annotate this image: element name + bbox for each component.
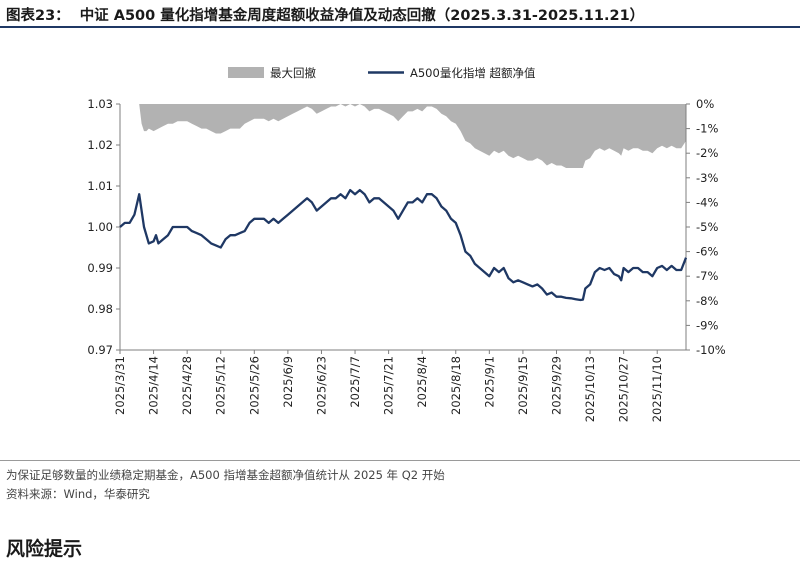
x-tick-label: 2025/4/14	[147, 356, 161, 415]
right-tick-label: -10%	[696, 343, 726, 357]
section-heading: 风险提示	[6, 538, 83, 560]
x-tick-label: 2025/11/10	[650, 356, 664, 422]
left-tick-label: 0.99	[87, 261, 113, 275]
right-tick-label: -5%	[696, 220, 718, 234]
title-rule	[0, 26, 800, 28]
source-note: 资料来源：Wind，华泰研究	[6, 487, 150, 501]
x-tick-label: 2025/3/31	[113, 356, 127, 415]
right-tick-label: -3%	[696, 171, 718, 185]
x-tick-label: 2025/9/1	[482, 356, 496, 408]
figure-label: 图表23：	[6, 8, 70, 24]
drawdown-area	[120, 104, 686, 168]
x-tick-label: 2025/8/18	[449, 356, 463, 415]
right-tick-label: -6%	[696, 245, 718, 259]
right-tick-label: 0%	[696, 97, 714, 111]
left-tick-label: 1.02	[87, 138, 113, 152]
nav-line	[119, 188, 688, 302]
right-tick-label: -4%	[696, 195, 718, 209]
x-tick-label: 2025/10/13	[583, 356, 597, 422]
figure-title: 图表23： 中证 A500 量化指增基金周度超额收益净值及动态回撤（2025.3.…	[6, 4, 644, 25]
x-tick-label: 2025/6/23	[314, 356, 328, 415]
x-tick-label: 2025/9/29	[549, 356, 563, 415]
chart: 最大回撤 A500量化指增 超额净值 0.97 0.98 0.99 1.00 1.01 1…	[87, 66, 725, 422]
left-tick-label: 1.03	[87, 97, 113, 111]
x-tick-label: 2025/6/9	[281, 356, 295, 408]
left-tick-label: 0.97	[87, 343, 113, 357]
left-tick-label: 1.00	[87, 220, 113, 234]
x-tick-label: 2025/9/15	[516, 356, 530, 415]
x-tick-label: 2025/7/21	[382, 356, 396, 415]
right-tick-label: -7%	[696, 269, 718, 283]
left-tick-label: 1.01	[87, 179, 113, 193]
right-tick-label: -9%	[696, 318, 718, 332]
x-tick-label: 2025/4/28	[180, 356, 194, 415]
footnote: 为保证足够数量的业绩稳定期基金，A500 指增基金超额净值统计从 2025 年 …	[6, 468, 445, 482]
x-tick-label: 2025/10/27	[617, 356, 631, 422]
chart-axes: 0.97 0.98 0.99 1.00 1.01 1.02 1.03 0% -1% -2% -3% -…	[87, 97, 725, 422]
legend-swatch-drawdown	[228, 67, 264, 78]
chart-legend: 最大回撤 A500量化指增 超额净值	[228, 66, 536, 80]
legend-label-nav: A500量化指增 超额净值	[410, 66, 536, 80]
legend-label-drawdown: 最大回撤	[270, 66, 316, 80]
right-tick-label: -8%	[696, 294, 718, 308]
figure-title-text: 中证 A500 量化指增基金周度超额收益净值及动态回撤（2025.3.31-20…	[79, 8, 645, 24]
x-tick-label: 2025/5/26	[247, 356, 261, 415]
right-tick-label: -1%	[696, 122, 718, 136]
left-tick-label: 0.98	[87, 302, 113, 316]
right-tick-label: -2%	[696, 146, 718, 160]
x-tick-label: 2025/8/4	[415, 356, 429, 408]
source-rule	[0, 460, 800, 461]
x-tick-label: 2025/5/12	[214, 356, 228, 415]
x-tick-label: 2025/7/7	[348, 356, 362, 408]
